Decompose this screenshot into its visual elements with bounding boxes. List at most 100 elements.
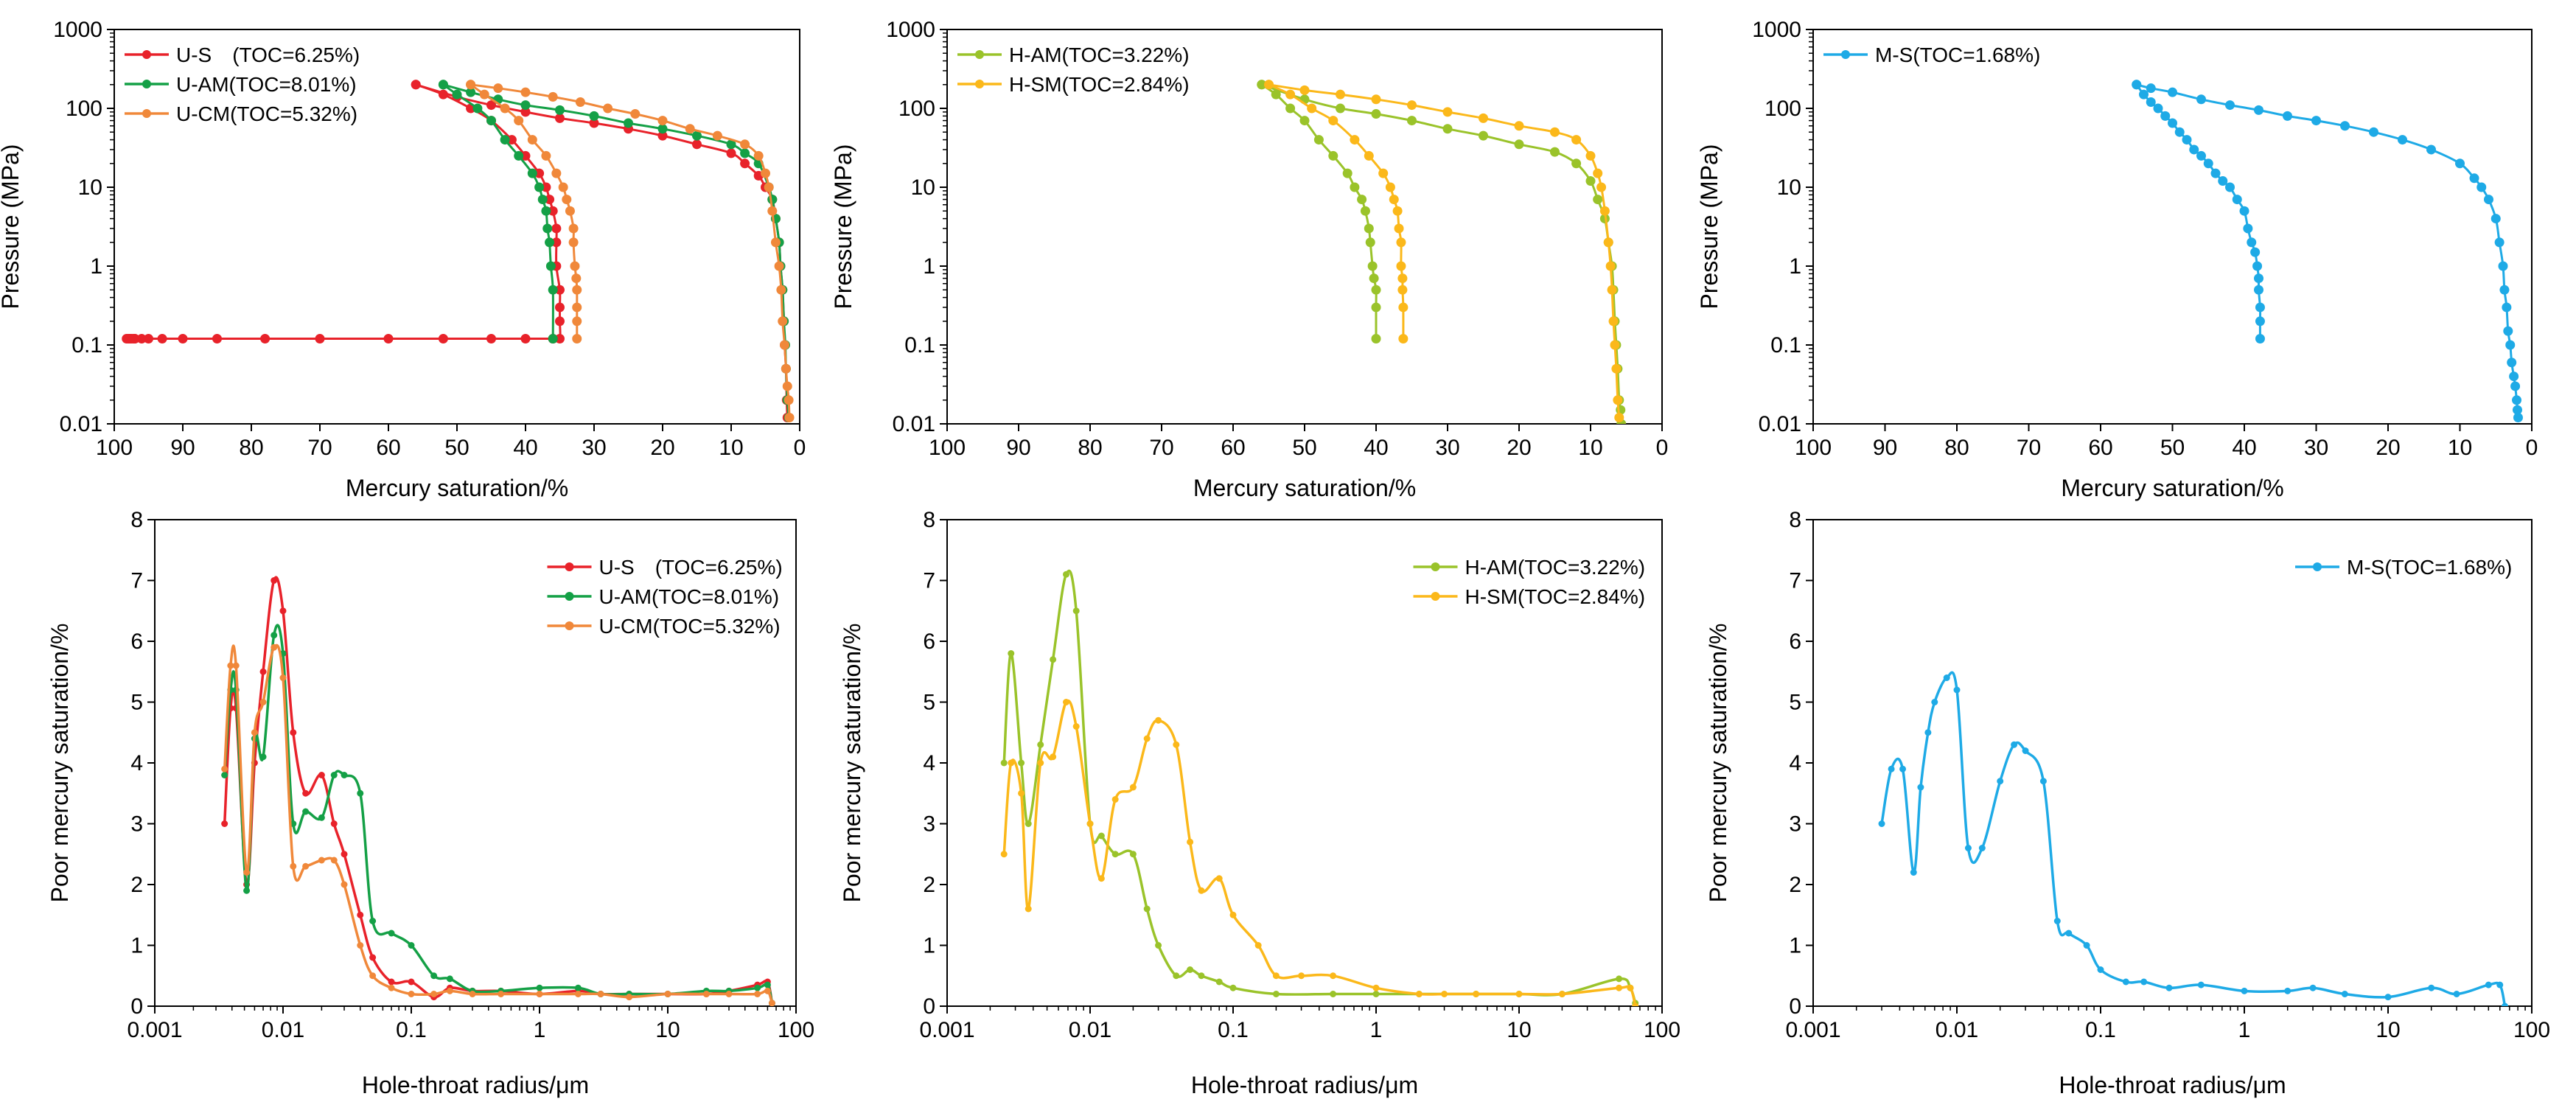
data-point xyxy=(1614,413,1624,423)
data-point xyxy=(1398,302,1409,313)
plot-area xyxy=(122,80,795,423)
data-point xyxy=(2254,273,2263,284)
data-point xyxy=(1097,875,1105,882)
plot-area xyxy=(1000,569,1639,1006)
data-point xyxy=(603,103,613,114)
data-point xyxy=(500,103,510,114)
data-point xyxy=(2510,381,2521,391)
x-tick-label: 10 xyxy=(1578,436,1602,460)
data-point xyxy=(536,991,543,997)
y-tick-label: 0.01 xyxy=(1759,412,1801,436)
data-point xyxy=(1514,121,1524,131)
data-point xyxy=(2469,173,2479,184)
x-tick-label: 0 xyxy=(2526,436,2538,460)
data-point xyxy=(1350,135,1360,145)
data-point xyxy=(740,158,750,169)
data-point xyxy=(761,168,770,178)
y-tick-label: 1000 xyxy=(886,18,935,42)
y-tick-label: 0.01 xyxy=(60,412,102,436)
data-point xyxy=(357,911,364,918)
chart-p4: 0.001 0.01 0.1 1 10 100 0 1 2 3 4 5 6 7 8 Hole-throat r… xyxy=(46,508,814,1098)
data-point xyxy=(664,991,671,997)
data-point xyxy=(2309,984,2317,991)
y-tick-label: 0.1 xyxy=(904,333,935,358)
data-point xyxy=(2022,747,2029,754)
data-point xyxy=(1371,302,1381,313)
y-tick-label: 7 xyxy=(923,569,935,593)
data-point xyxy=(259,753,267,761)
data-point xyxy=(541,150,551,161)
data-point xyxy=(548,334,558,344)
data-point xyxy=(764,981,771,988)
data-point xyxy=(2083,942,2090,949)
data-point xyxy=(1072,607,1080,615)
data-point xyxy=(221,765,228,773)
data-point xyxy=(318,772,325,778)
legend-label: U-S (TOC=6.25%) xyxy=(176,43,360,66)
data-point xyxy=(221,820,228,827)
data-point xyxy=(2255,334,2265,344)
chart-p1: 100 90 80 70 60 50 40 30 20 10 00.010.11101001000M… xyxy=(0,18,806,501)
y-tick-label: 100 xyxy=(1765,97,1801,121)
data-point xyxy=(318,857,325,864)
data-point xyxy=(1313,135,1324,145)
data-point xyxy=(1550,127,1560,137)
data-point xyxy=(2476,182,2487,192)
data-point xyxy=(2507,358,2517,368)
data-point xyxy=(221,772,228,778)
data-point xyxy=(551,237,562,248)
x-tick-label: 0.1 xyxy=(1218,1018,1249,1042)
data-point xyxy=(1571,158,1582,169)
x-tick-label: 30 xyxy=(1435,436,1459,460)
data-point xyxy=(144,334,153,344)
plot-area xyxy=(2132,80,2523,423)
chart-p5: 0.001 0.01 0.1 1 10 100 0 1 2 3 4 5 6 7 8 Hole-throat r… xyxy=(839,508,1680,1098)
data-point xyxy=(570,261,580,271)
data-point xyxy=(514,150,524,161)
data-point xyxy=(1585,176,1596,186)
x-tick-label: 0.001 xyxy=(127,1018,182,1042)
data-point xyxy=(1396,261,1406,271)
data-point xyxy=(1371,109,1381,119)
series-line xyxy=(1002,700,1637,1006)
data-point xyxy=(2153,103,2163,114)
x-tick-label: 90 xyxy=(1873,436,1897,460)
data-point xyxy=(2232,195,2242,205)
data-point xyxy=(780,340,790,350)
data-point xyxy=(383,334,394,344)
data-point xyxy=(1299,85,1310,95)
data-point xyxy=(541,206,551,216)
data-point xyxy=(251,729,258,736)
data-point xyxy=(1272,972,1280,980)
data-point xyxy=(472,103,483,114)
legend-marker xyxy=(1431,592,1440,601)
data-point xyxy=(1514,139,1524,150)
data-point xyxy=(555,105,565,115)
data-point xyxy=(2165,984,2173,991)
chart-p2: 100 90 80 70 60 50 40 30 20 10 00.010.11101001000M… xyxy=(830,18,1668,501)
data-point xyxy=(1336,103,1345,114)
x-tick-label: 100 xyxy=(1795,436,1832,460)
data-point xyxy=(270,644,278,651)
data-point xyxy=(1888,765,1895,773)
data-point xyxy=(1000,851,1008,858)
data-point xyxy=(2513,413,2523,423)
data-point xyxy=(1229,911,1237,918)
legend-marker xyxy=(565,562,574,571)
data-point xyxy=(2341,991,2348,997)
data-point xyxy=(514,116,524,126)
x-tick-label: 80 xyxy=(1078,436,1102,460)
data-point xyxy=(774,261,784,271)
y-tick-label: 4 xyxy=(130,751,143,775)
data-point xyxy=(534,182,545,192)
data-point xyxy=(1632,1002,1639,1006)
legend-marker xyxy=(142,80,151,88)
data-point xyxy=(1899,765,1907,773)
data-point xyxy=(446,975,453,983)
data-point xyxy=(2369,127,2378,137)
plot-frame xyxy=(1812,519,2533,1007)
x-tick-label: 40 xyxy=(1364,436,1388,460)
data-point xyxy=(438,89,448,100)
data-point xyxy=(1155,942,1162,949)
data-point xyxy=(574,991,582,997)
